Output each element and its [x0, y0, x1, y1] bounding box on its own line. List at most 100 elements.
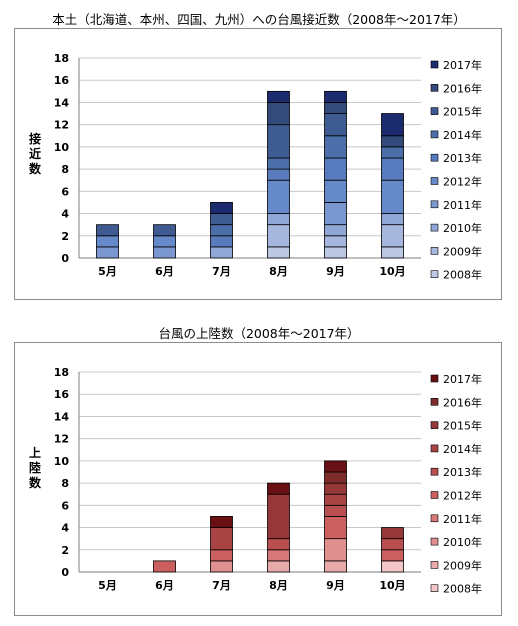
bar-segment — [267, 157, 290, 170]
bar-segment — [381, 549, 404, 562]
y-tick-label: 6 — [61, 499, 69, 512]
bar-segment — [381, 538, 404, 551]
y-tick-label: 0 — [61, 566, 69, 579]
x-category-label: 10月 — [379, 265, 405, 278]
bar-segment — [210, 527, 233, 551]
legend-swatch — [430, 491, 439, 499]
bar-segment — [267, 224, 290, 248]
bar-segment — [324, 157, 347, 181]
legend-swatch — [430, 584, 439, 592]
legend-label: 2010年 — [443, 221, 482, 235]
bar-segment — [267, 124, 290, 159]
y-tick-label: 18 — [54, 52, 69, 65]
bar-segment — [324, 493, 347, 506]
bar-segment — [267, 560, 290, 573]
bar-segment — [267, 168, 290, 181]
bar-segment — [153, 560, 176, 573]
legend-label: 2014年 — [443, 442, 482, 456]
x-category-label: 7月 — [212, 579, 231, 592]
bar-segment — [96, 224, 119, 237]
legend-label: 2010年 — [443, 535, 482, 549]
bar-segment — [324, 179, 347, 203]
bar-segment — [324, 202, 347, 226]
bar-segment — [153, 235, 176, 248]
legend-swatch — [430, 60, 439, 69]
y-tick-label: 2 — [61, 230, 69, 243]
y-tick-label: 16 — [54, 388, 70, 401]
legend-swatch — [430, 83, 439, 92]
legend-label: 2009年 — [443, 244, 482, 258]
legend-swatch — [430, 247, 439, 255]
bar-segment — [381, 527, 404, 540]
legend-swatch — [430, 107, 439, 115]
x-category-label: 10月 — [379, 579, 405, 592]
bar-segment — [210, 246, 233, 259]
bar-segment — [267, 493, 290, 540]
x-category-label: 6月 — [155, 579, 174, 592]
bar-segment — [267, 246, 290, 259]
bar-segment — [381, 246, 404, 259]
legend-swatch — [430, 177, 439, 185]
bar-segment — [324, 504, 347, 517]
y-tick-label: 14 — [54, 410, 70, 423]
y-tick-label: 8 — [61, 163, 69, 176]
legend-swatch — [430, 514, 439, 523]
y-tick-label: 4 — [61, 208, 69, 221]
bar-segment — [324, 538, 347, 562]
bar-segment — [381, 157, 404, 181]
y-tick-label: 2 — [61, 544, 69, 557]
bar-segment — [381, 135, 404, 148]
legend-swatch — [430, 200, 439, 209]
bar-segment — [153, 224, 176, 237]
legend-swatch — [430, 374, 439, 383]
legend-label: 2008年 — [443, 582, 482, 596]
bar-segment — [324, 460, 347, 473]
legend-label: 2012年 — [443, 489, 482, 503]
bar-segment — [381, 560, 404, 573]
legend-label: 2009年 — [443, 558, 482, 572]
bar-segment — [267, 179, 290, 214]
x-category-label: 7月 — [212, 265, 231, 278]
y-axis-title: 上陸数 — [29, 445, 42, 490]
bar-segment — [324, 224, 347, 237]
chart-landfall-svg: 0 2 4 6 8 10 12 14 16 18 5月 6月 7月 8月 9月 10月 上陸数 2017年 2016… — [29, 366, 482, 596]
bar-segment — [267, 90, 290, 103]
legend-swatch — [430, 153, 439, 162]
x-category-label: 6月 — [155, 265, 174, 278]
chart-approach: 0 2 4 6 8 10 12 14 16 18 5月 6月 7月 8月 9月 10月 接近数 2017年 2016… — [14, 28, 502, 300]
bar-segment — [324, 516, 347, 540]
legend-swatch — [430, 397, 439, 406]
legend-label: 2011年 — [443, 198, 482, 212]
bar-segment — [324, 113, 347, 137]
legend-label: 2015年 — [443, 105, 482, 119]
bar-segment — [267, 102, 290, 126]
bar-segment — [381, 224, 404, 248]
legend-swatch — [430, 444, 439, 453]
bar-segment — [324, 482, 347, 495]
x-category-label: 5月 — [98, 265, 117, 278]
legend-swatch — [430, 223, 439, 232]
legend-swatch — [430, 537, 439, 546]
bar-segment — [324, 246, 347, 259]
bar-segment — [210, 516, 233, 528]
bar-segment — [381, 213, 404, 226]
legend-swatch — [430, 561, 439, 569]
x-category-label: 9月 — [326, 579, 345, 592]
chart-landfall: 0 2 4 6 8 10 12 14 16 18 5月 6月 7月 8月 9月 10月 上陸数 2017年 2016… — [14, 342, 502, 616]
legend-label: 2015年 — [443, 419, 482, 433]
bar-segment — [324, 560, 347, 573]
bar-segment — [153, 246, 176, 259]
bar-segment — [210, 202, 233, 214]
bar-segment — [96, 246, 119, 259]
bar-segment — [210, 549, 233, 562]
bar-segment — [324, 102, 347, 114]
x-category-label: 9月 — [326, 265, 345, 278]
bar-segment — [267, 549, 290, 562]
y-tick-label: 6 — [61, 185, 69, 198]
bar-segment — [324, 135, 347, 159]
bar-segment — [210, 213, 233, 226]
chart-approach-svg: 0 2 4 6 8 10 12 14 16 18 5月 6月 7月 8月 9月 10月 接近数 2017年 2016… — [29, 52, 482, 282]
legend-label: 2012年 — [443, 175, 482, 189]
legend-label: 2014年 — [443, 128, 482, 142]
bar-segment — [324, 235, 347, 248]
